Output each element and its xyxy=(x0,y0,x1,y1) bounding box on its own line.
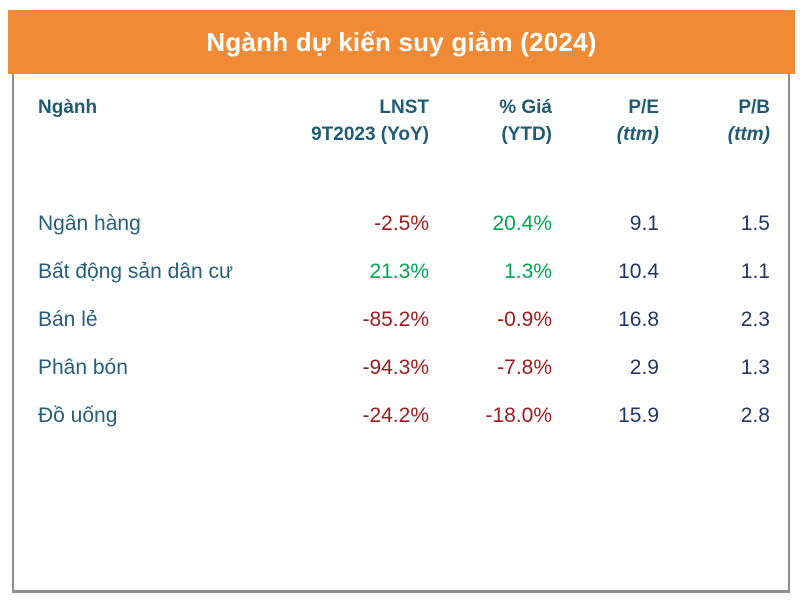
pb-ttm-value: 1.1 xyxy=(740,260,770,283)
lnst-yoy-value: -24.2% xyxy=(362,404,429,427)
lnst-yoy-value: 21.3% xyxy=(369,260,429,283)
price-ytd-value: -18.0% xyxy=(485,404,552,427)
price-ytd-value: -0.9% xyxy=(497,308,552,331)
title-banner: Ngành dự kiến suy giảm (2024) xyxy=(8,10,795,74)
table-row: Bán lẻ -85.2% -0.9% 16.8 2.3 xyxy=(38,296,770,344)
industry-name: Ngân hàng xyxy=(38,212,141,235)
table-row: Phân bón -94.3% -7.8% 2.9 1.3 xyxy=(38,344,770,392)
pb-ttm-value: 2.3 xyxy=(740,308,770,331)
price-ytd-value: 20.4% xyxy=(492,212,552,235)
column-header-price-ytd: % Giá (YTD) xyxy=(499,97,552,145)
pb-ttm-value: 2.8 xyxy=(740,404,770,427)
price-ytd-value: 1.3% xyxy=(504,260,552,283)
industry-name: Bất động sản dân cư xyxy=(38,260,234,283)
table-row: Ngân hàng -2.5% 20.4% 9.1 1.5 xyxy=(38,200,770,248)
industry-name: Bán lẻ xyxy=(38,308,98,331)
pe-ttm-value: 9.1 xyxy=(629,212,659,235)
column-header-pb: P/B (ttm) xyxy=(727,97,770,145)
industry-table: Ngành LNST 9T2023 (YoY) % Giá (YTD) P/E … xyxy=(12,74,790,593)
lnst-yoy-value: -85.2% xyxy=(362,308,429,331)
column-header-lnst: LNST 9T2023 (YoY) xyxy=(311,97,429,145)
page-title: Ngành dự kiến suy giảm (2024) xyxy=(206,26,597,57)
column-header-pe: P/E (ttm) xyxy=(616,97,659,145)
table-row: Bất động sản dân cư 21.3% 1.3% 10.4 1.1 xyxy=(38,248,770,296)
column-header-nganh: Ngành xyxy=(38,97,98,118)
industry-name: Đồ uống xyxy=(38,404,118,427)
pe-ttm-value: 2.9 xyxy=(629,356,659,379)
pb-ttm-value: 1.3 xyxy=(740,356,770,379)
table-row: Đồ uống -24.2% -18.0% 15.9 2.8 xyxy=(38,392,770,440)
pe-ttm-value: 10.4 xyxy=(618,260,659,283)
pe-ttm-value: 15.9 xyxy=(618,404,659,427)
pb-ttm-value: 1.5 xyxy=(740,212,770,235)
lnst-yoy-value: -94.3% xyxy=(362,356,429,379)
table-body: Ngân hàng -2.5% 20.4% 9.1 1.5 Bất động s… xyxy=(38,200,770,440)
industry-name: Phân bón xyxy=(38,356,128,379)
lnst-yoy-value: -2.5% xyxy=(374,212,429,235)
price-ytd-value: -7.8% xyxy=(497,356,552,379)
table-header-row: Ngành LNST 9T2023 (YoY) % Giá (YTD) P/E … xyxy=(38,94,770,148)
pe-ttm-value: 16.8 xyxy=(618,308,659,331)
